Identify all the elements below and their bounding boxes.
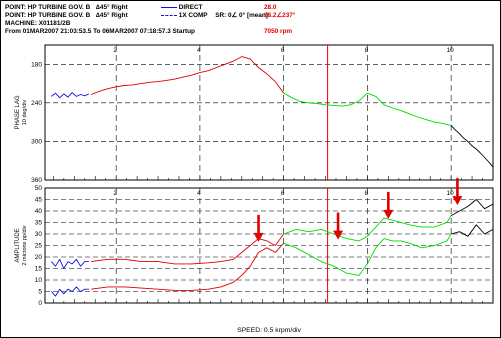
header-angle-1: ∆45° Right <box>96 4 128 11</box>
amplitude-xtick-label: 4 <box>197 190 201 197</box>
header-point-1: POINT: HP TURBINE GOV. B <box>5 4 91 11</box>
header-machine: MACHINE: X01181/2B <box>5 20 71 27</box>
amplitude-series-black-7 <box>450 224 494 237</box>
legend-1x-comp: 1X COMP SR: 0∠ 0° [mean] <box>161 12 268 19</box>
header-angle-2: ∆45° Right <box>96 12 128 19</box>
amplitude-arrow-head-0 <box>253 232 264 242</box>
legend-direct-line <box>161 6 177 8</box>
amplitude-ytick-label: 30 <box>35 231 43 238</box>
phase-ytick-label: 240 <box>31 100 42 107</box>
amplitude-xtick-label: 10 <box>447 190 455 197</box>
phase-series-black-3 <box>450 125 494 168</box>
amplitude-ytick-label: 10 <box>35 277 43 284</box>
phase-series-blue-0 <box>51 92 90 99</box>
amplitude-ylabel-units: 2 microns pp/div <box>22 225 28 265</box>
amplitude-ytick-label: 50 <box>35 185 43 192</box>
amplitude-ytick-label: 25 <box>35 243 43 250</box>
amplitude-series-red-3 <box>91 242 285 291</box>
amplitude-series-green-4 <box>283 215 452 242</box>
header-rpm: 7050 rpm <box>264 28 293 35</box>
amplitude-xtick-label: 2 <box>113 190 117 197</box>
phase-ylabel-units: 10 deg/div <box>22 100 28 126</box>
header-value-2: 28.2∠237° <box>264 12 296 19</box>
phase-plot-box <box>44 44 494 181</box>
amplitude-series-blue-0 <box>50 258 89 269</box>
legend-direct-label: DIRECT <box>178 4 203 11</box>
x-axis-label: SPEED: 0.5 krpm/div <box>237 327 301 334</box>
amplitude-xtick-label: 8 <box>365 190 369 197</box>
header-sr: SR: 0∠ 0° [mean] <box>215 12 268 19</box>
phase-ylabel: PHASE LAG <box>15 95 21 129</box>
header-value-1: 28.0 <box>264 4 277 11</box>
amplitude-ytick-label: 40 <box>35 208 43 215</box>
amplitude-ytick-label: 35 <box>35 220 43 227</box>
amplitude-xtick-label: 6 <box>281 190 285 197</box>
phase-xtick-label: 8 <box>365 47 369 54</box>
header-point-2: POINT: HP TURBINE GOV. B <box>5 12 91 19</box>
amplitude-arrow-head-2 <box>383 209 394 219</box>
phase-series-red-1 <box>90 56 285 95</box>
legend-1x-comp-line <box>161 14 177 16</box>
header-line-2: POINT: HP TURBINE GOV. B ∆45° Right <box>5 12 128 19</box>
header-line-1: POINT: HP TURBINE GOV. B ∆45° Right <box>5 4 128 11</box>
amplitude-series-red-2 <box>91 233 285 265</box>
phase-ytick-label: 180 <box>31 61 42 68</box>
amplitude-arrow-head-3 <box>452 196 463 206</box>
amplitude-ytick-label: 15 <box>35 266 43 273</box>
amplitude-arrow-head-1 <box>333 230 344 240</box>
phase-xtick-label: 6 <box>281 47 285 54</box>
amplitude-ytick-label: 45 <box>35 197 43 204</box>
amplitude-series-blue-1 <box>50 286 89 297</box>
amplitude-series-green-5 <box>283 233 452 276</box>
amplitude-ytick-label: 20 <box>35 254 43 261</box>
phase-xtick-label: 2 <box>113 47 117 54</box>
amplitude-ytick-label: 0 <box>38 300 42 307</box>
phase-ytick-label: 360 <box>31 177 42 184</box>
phase-xtick-label: 10 <box>447 47 455 54</box>
header-range: From 01MAR2007 21:03:53.5 To 06MAR2007 0… <box>5 28 195 35</box>
legend-1x-comp-label: 1X COMP <box>178 12 208 19</box>
phase-xtick-label: 4 <box>197 47 201 54</box>
amplitude-series-black-6 <box>450 199 494 216</box>
legend-direct: DIRECT <box>161 4 203 11</box>
phase-ytick-label: 300 <box>31 139 42 146</box>
phase-series-green-2 <box>283 92 452 126</box>
amplitude-ytick-label: 5 <box>38 289 42 296</box>
amplitude-ylabel: AMPLITUDE <box>15 228 21 262</box>
